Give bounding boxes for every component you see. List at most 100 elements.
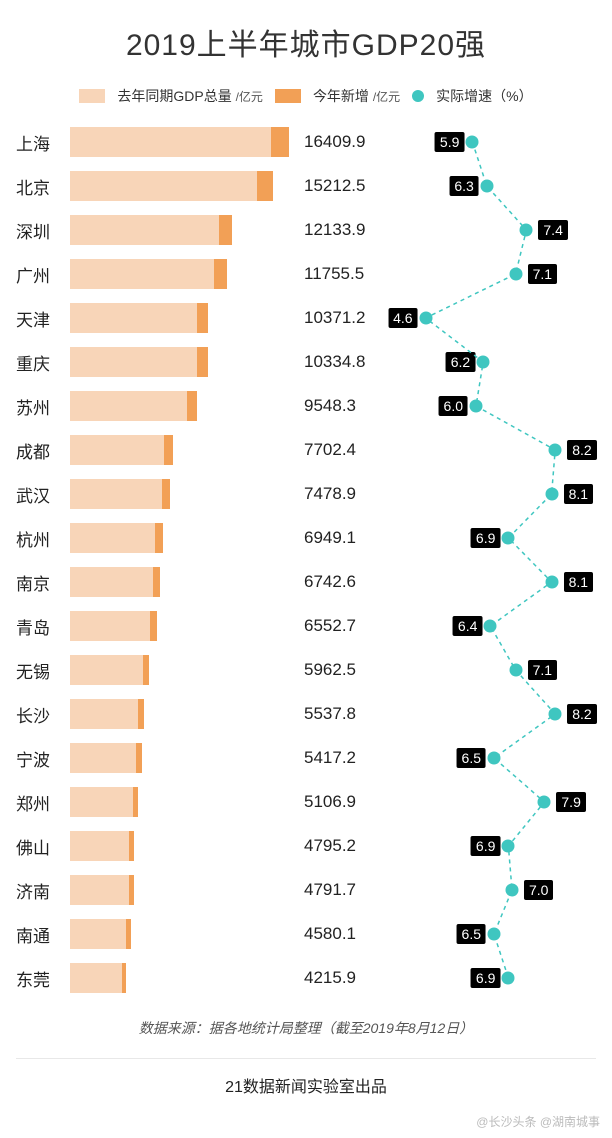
gdp-value: 7478.9 xyxy=(304,484,404,504)
gdp-value: 16409.9 xyxy=(304,132,404,152)
bar-new xyxy=(133,787,138,817)
legend-swatch-new xyxy=(275,89,301,103)
growth-zone: 5.9 xyxy=(404,120,596,164)
growth-badge: 7.4 xyxy=(538,220,567,240)
data-row: 武汉7478.98.1 xyxy=(16,472,596,516)
growth-dot xyxy=(509,664,522,677)
chart-legend: 去年同期GDP总量 /亿元 今年新增 /亿元 实际增速（%） xyxy=(16,86,596,106)
bar-wrap xyxy=(70,347,290,377)
growth-badge: 8.1 xyxy=(564,484,593,504)
growth-zone: 7.4 xyxy=(404,208,596,252)
gdp-value: 15212.5 xyxy=(304,176,404,196)
growth-zone: 8.2 xyxy=(404,692,596,736)
city-label: 青岛 xyxy=(16,614,70,639)
growth-badge: 7.0 xyxy=(524,880,553,900)
gdp-value: 11755.5 xyxy=(304,264,404,284)
data-row: 天津10371.24.6 xyxy=(16,296,596,340)
growth-badge: 7.1 xyxy=(528,660,557,680)
chart-footer: 21数据新闻实验室出品 xyxy=(16,1058,596,1097)
growth-dot xyxy=(466,136,479,149)
bar-last-year xyxy=(70,391,187,421)
city-label: 南通 xyxy=(16,922,70,947)
bar-new xyxy=(138,699,144,729)
growth-dot xyxy=(419,312,432,325)
growth-zone: 6.3 xyxy=(404,164,596,208)
gdp-value: 4791.7 xyxy=(304,880,404,900)
city-label: 深圳 xyxy=(16,218,70,243)
city-label: 成都 xyxy=(16,438,70,463)
bar-new xyxy=(164,435,172,465)
bar-new xyxy=(197,303,208,333)
bar-last-year xyxy=(70,347,197,377)
bar-last-year xyxy=(70,435,164,465)
data-row: 北京 15212.56.3 xyxy=(16,164,596,208)
bar-last-year xyxy=(70,919,126,949)
data-row: 长沙5537.88.2 xyxy=(16,692,596,736)
data-row: 佛山 4795.2 6.9 xyxy=(16,824,596,868)
city-label: 佛山 xyxy=(16,834,70,859)
gdp-value: 5962.5 xyxy=(304,660,404,680)
bar-new xyxy=(129,831,134,861)
growth-zone: 6.5 xyxy=(404,912,596,956)
legend-label-last-year: 去年同期GDP总量 /亿元 xyxy=(117,86,263,106)
growth-zone: 6.4 xyxy=(404,604,596,648)
growth-badge: 8.1 xyxy=(564,572,593,592)
growth-dot xyxy=(520,224,533,237)
bar-wrap xyxy=(70,875,290,905)
bar-new xyxy=(257,171,273,201)
bar-wrap xyxy=(70,391,290,421)
legend-text-last-year: 去年同期GDP总量 xyxy=(117,88,231,104)
bar-last-year xyxy=(70,655,143,685)
city-label: 北京 xyxy=(16,174,70,199)
chart-source: 数据来源：据各地统计局整理（截至2019年8月12日） xyxy=(16,1018,596,1038)
bar-last-year xyxy=(70,479,162,509)
city-label: 南京 xyxy=(16,570,70,595)
gdp-value: 6949.1 xyxy=(304,528,404,548)
growth-dot xyxy=(488,752,501,765)
growth-zone: 7.1 xyxy=(404,252,596,296)
data-row: 无锡5962.57.1 xyxy=(16,648,596,692)
legend-unit-1: /亿元 xyxy=(236,90,263,104)
growth-zone: 6.9 xyxy=(404,824,596,868)
city-label: 广州 xyxy=(16,262,70,287)
city-label: 济南 xyxy=(16,878,70,903)
data-row: 杭州6949.16.9 xyxy=(16,516,596,560)
city-label: 长沙 xyxy=(16,702,70,727)
bar-new xyxy=(153,567,160,597)
growth-badge: 7.1 xyxy=(528,264,557,284)
bar-new xyxy=(219,215,232,245)
growth-dot xyxy=(509,268,522,281)
growth-dot xyxy=(502,972,515,985)
bar-new xyxy=(122,963,126,993)
growth-dot xyxy=(488,928,501,941)
legend-swatch-last-year xyxy=(79,89,105,103)
bar-last-year xyxy=(70,523,155,553)
growth-dot xyxy=(480,180,493,193)
bar-last-year xyxy=(70,787,133,817)
bar-wrap xyxy=(70,479,290,509)
bar-new xyxy=(214,259,227,289)
data-row: 济南 4791.7 7.0 xyxy=(16,868,596,912)
growth-zone: 8.2 xyxy=(404,428,596,472)
bar-last-year xyxy=(70,831,129,861)
data-row: 宁波5417.26.5 xyxy=(16,736,596,780)
bar-new xyxy=(187,391,197,421)
bar-wrap xyxy=(70,435,290,465)
growth-dot xyxy=(477,356,490,369)
gdp-value: 6552.7 xyxy=(304,616,404,636)
city-label: 郑州 xyxy=(16,790,70,815)
growth-zone: 7.9 xyxy=(404,780,596,824)
bar-last-year xyxy=(70,611,150,641)
bar-wrap xyxy=(70,919,290,949)
data-row: 青岛 6552.76.4 xyxy=(16,604,596,648)
gdp-value: 12133.9 xyxy=(304,220,404,240)
growth-zone: 6.9 xyxy=(404,516,596,560)
watermark: @长沙头条 @湖南城事 xyxy=(0,1109,612,1138)
growth-zone: 8.1 xyxy=(404,472,596,516)
growth-zone: 6.0 xyxy=(404,384,596,428)
growth-badge: 6.9 xyxy=(471,836,500,856)
gdp-value: 4795.2 xyxy=(304,836,404,856)
bar-new xyxy=(129,875,134,905)
gdp-value: 4215.9 xyxy=(304,968,404,988)
bar-wrap xyxy=(70,215,290,245)
